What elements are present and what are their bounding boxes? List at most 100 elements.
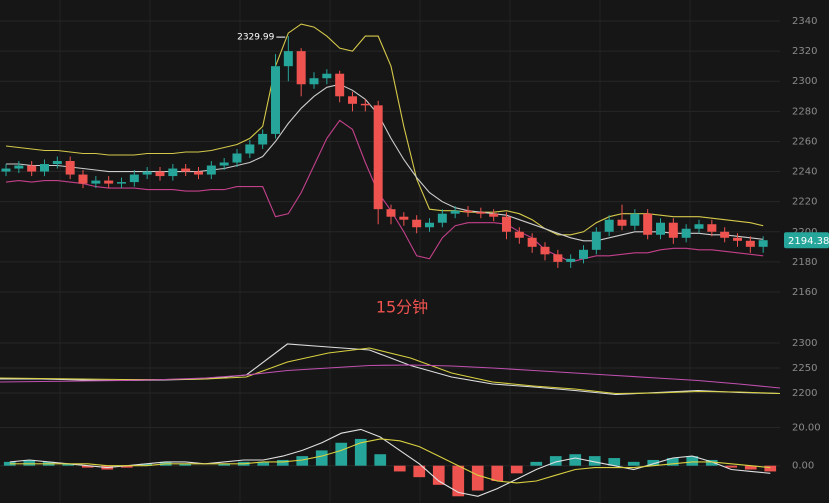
candle-body (553, 254, 563, 262)
histogram-bar (218, 463, 231, 466)
histogram-bar (315, 450, 328, 466)
candle-body (514, 231, 524, 238)
y-tick-label: 2300 (792, 76, 817, 87)
candle-body (527, 237, 537, 247)
candle-body (91, 180, 101, 184)
histogram-bar (296, 456, 309, 466)
candle-body (348, 96, 357, 104)
histogram-bar (276, 459, 289, 466)
candle-body (437, 213, 447, 223)
y-tick-label: 2240 (792, 167, 817, 178)
histogram-bar (510, 465, 523, 474)
histogram-bar (62, 463, 75, 466)
candle-body (463, 210, 473, 213)
histogram-bar (140, 463, 153, 466)
line (6, 83, 764, 242)
candle-body (232, 153, 242, 163)
histogram-bar (744, 465, 757, 470)
candle-body (142, 171, 152, 175)
histogram-bar (627, 461, 640, 466)
histogram-bar (374, 454, 387, 466)
candle-body (617, 219, 627, 226)
histogram-bar (257, 461, 270, 466)
histogram-bar (335, 442, 348, 466)
line (5, 119, 764, 263)
candle-body (720, 231, 730, 238)
candle-body (271, 66, 280, 134)
candle-body (129, 174, 139, 183)
histogram-bar (569, 454, 582, 466)
histogram-bar (725, 465, 738, 468)
candle-body (78, 174, 88, 184)
candle-body (450, 210, 460, 214)
candle-body (65, 161, 75, 175)
candle-body (27, 165, 37, 172)
histogram-bar (413, 465, 426, 478)
y-tick-label: 2320 (792, 46, 817, 57)
histogram-bar (530, 461, 543, 466)
histogram-bar (491, 465, 504, 481)
y-tick-label: 2220 (792, 197, 817, 208)
line (5, 23, 764, 236)
candle-body (386, 209, 396, 217)
y-tick-label: 2300 (792, 338, 817, 349)
y-tick-label: 2200 (792, 388, 817, 399)
candle-body (194, 171, 203, 175)
y-tick-label: 0.00 (792, 461, 814, 472)
candle-body (104, 180, 114, 184)
candle-body (733, 237, 742, 241)
y-tick-label: 2180 (792, 257, 817, 268)
histogram-bar (666, 458, 679, 466)
histogram-bar (23, 459, 36, 466)
candle-body (643, 213, 653, 235)
y-tick-label: 2340 (792, 16, 817, 27)
histogram-bar (647, 459, 660, 466)
candle-body (14, 165, 24, 169)
histogram-bar (393, 465, 406, 472)
histogram-bar (354, 438, 367, 466)
y-tick-label: 2160 (792, 287, 817, 298)
candle-body (322, 73, 332, 79)
candle-body (296, 51, 306, 85)
candle-body (245, 144, 255, 154)
histogram-bar (549, 456, 562, 466)
y-tick-label: 2250 (792, 363, 817, 374)
candle-body (656, 222, 665, 235)
histogram-bar (3, 461, 16, 466)
y-tick-label: 2280 (792, 106, 817, 117)
histogram-bar (471, 465, 484, 491)
histogram-bar (452, 465, 465, 497)
candle-body (630, 213, 640, 226)
last-price-label: 2194.38 (788, 236, 829, 247)
candle-body (335, 73, 345, 97)
candle-body (283, 51, 293, 67)
candle-body (489, 213, 499, 217)
candle-body (40, 164, 49, 172)
histogram-bar (81, 465, 94, 468)
candle-body (668, 222, 678, 238)
candle-body (373, 105, 383, 210)
candle-body (540, 246, 550, 255)
candle-body (707, 224, 717, 232)
histogram-bar (432, 465, 445, 485)
histogram-bar (608, 458, 621, 466)
line (0, 343, 781, 396)
period-label: 15分钟 (376, 298, 428, 317)
candle-body (604, 219, 614, 232)
histogram-bar (705, 459, 718, 466)
last-price-box (784, 232, 829, 249)
high-label: 2329.99 (237, 33, 274, 43)
candle-body (566, 258, 576, 262)
y-tick-label: 2260 (792, 136, 817, 147)
line (0, 347, 781, 395)
histogram-bar (764, 465, 777, 472)
line (9, 438, 771, 484)
candle-body (309, 78, 319, 85)
candle-body (591, 231, 601, 250)
candle-body (745, 240, 755, 247)
candle-body (181, 168, 191, 172)
candle-body (360, 103, 370, 106)
candle-body (219, 162, 229, 166)
